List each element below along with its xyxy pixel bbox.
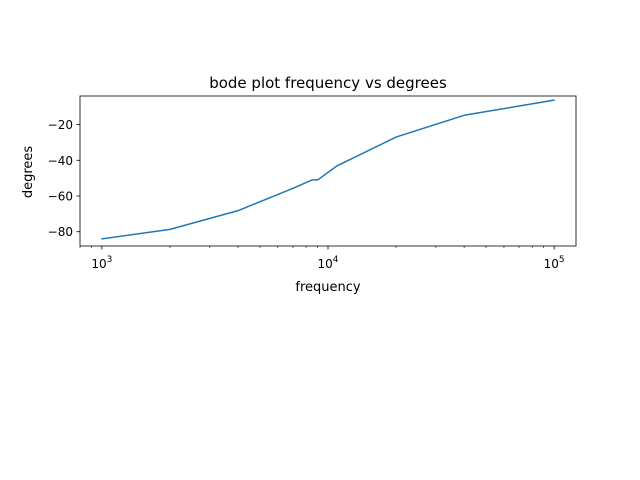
y-tick-label: −40 bbox=[48, 154, 73, 168]
x-axis: 103 104 105 bbox=[79, 246, 565, 271]
x-tick-label: 104 bbox=[317, 255, 338, 271]
x-tick-label: 103 bbox=[91, 255, 112, 271]
y-axis: −80 −60 −40 −20 bbox=[48, 118, 80, 239]
series-line-0 bbox=[101, 99, 555, 240]
y-tick-label: −20 bbox=[48, 118, 73, 132]
y-tick-label: −60 bbox=[48, 190, 73, 204]
x-axis-label: frequency bbox=[295, 280, 361, 295]
y-tick-label: −80 bbox=[48, 225, 73, 239]
chart-title: bode plot frequency vs degrees bbox=[209, 74, 447, 92]
x-tick-label: 105 bbox=[544, 255, 565, 271]
y-axis-label: degrees bbox=[21, 146, 36, 199]
